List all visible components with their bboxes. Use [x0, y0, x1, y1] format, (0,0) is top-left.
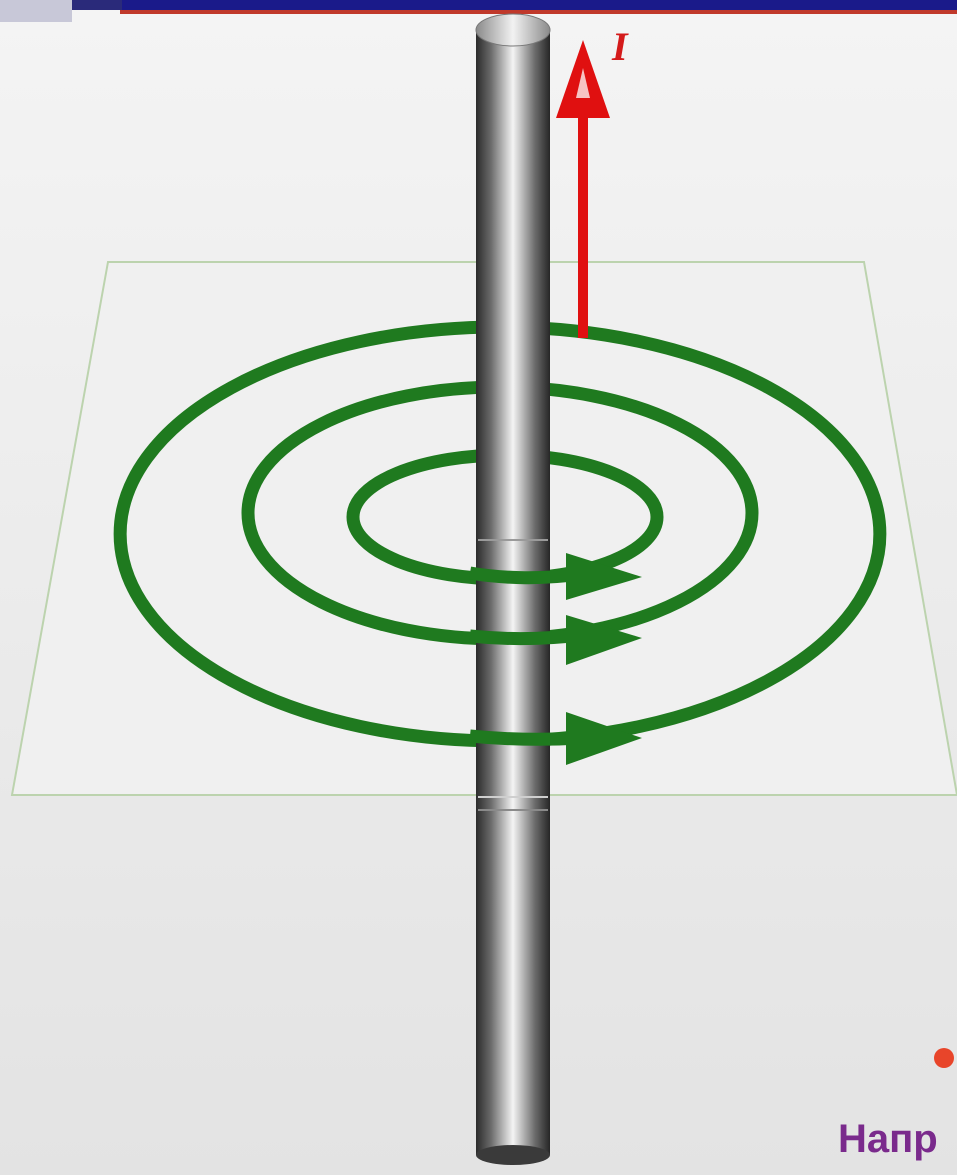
wire-top-cap [475, 13, 551, 47]
arrow-right-icon [566, 712, 642, 765]
arrow-right-icon [566, 553, 642, 600]
arrow-right-icon [566, 615, 642, 665]
bullet-dot-icon [934, 1048, 954, 1068]
top-bar [0, 0, 957, 22]
current-label: I [611, 24, 629, 69]
field-arrows [566, 553, 642, 765]
conductor-wire [475, 13, 551, 1165]
caption-text: Напр [838, 1117, 938, 1161]
current-arrow [556, 40, 610, 338]
